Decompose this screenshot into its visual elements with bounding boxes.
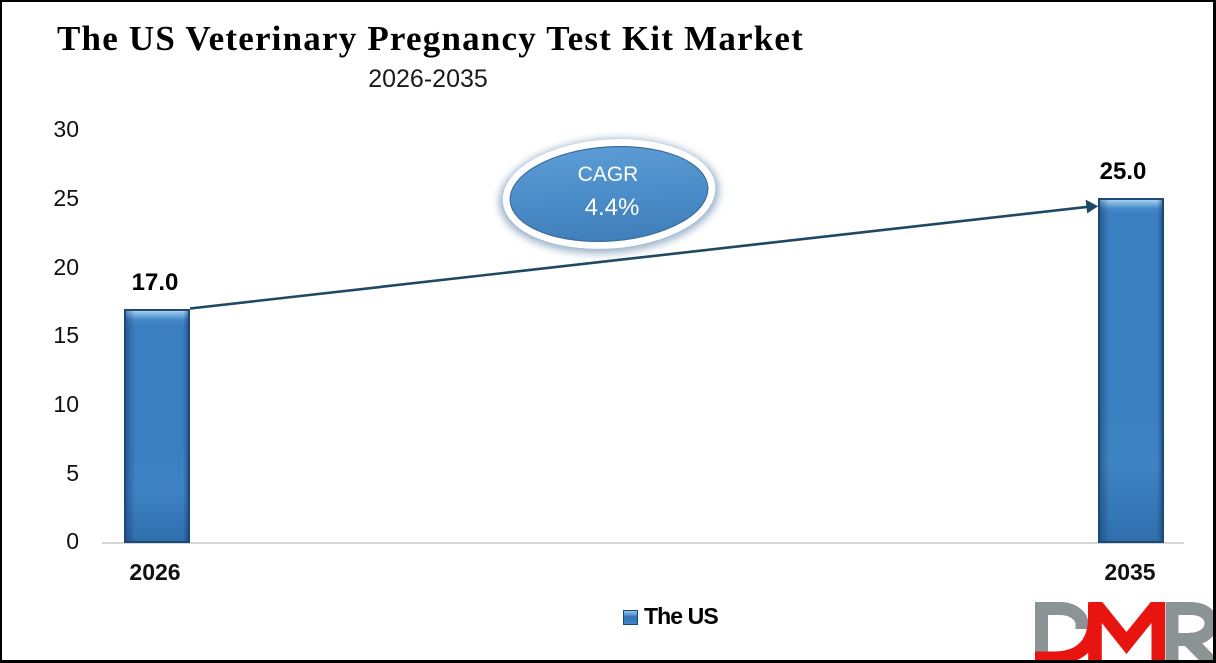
svg-text:CAGR: CAGR [578, 163, 639, 186]
svg-text:4.4%: 4.4% [585, 194, 640, 221]
